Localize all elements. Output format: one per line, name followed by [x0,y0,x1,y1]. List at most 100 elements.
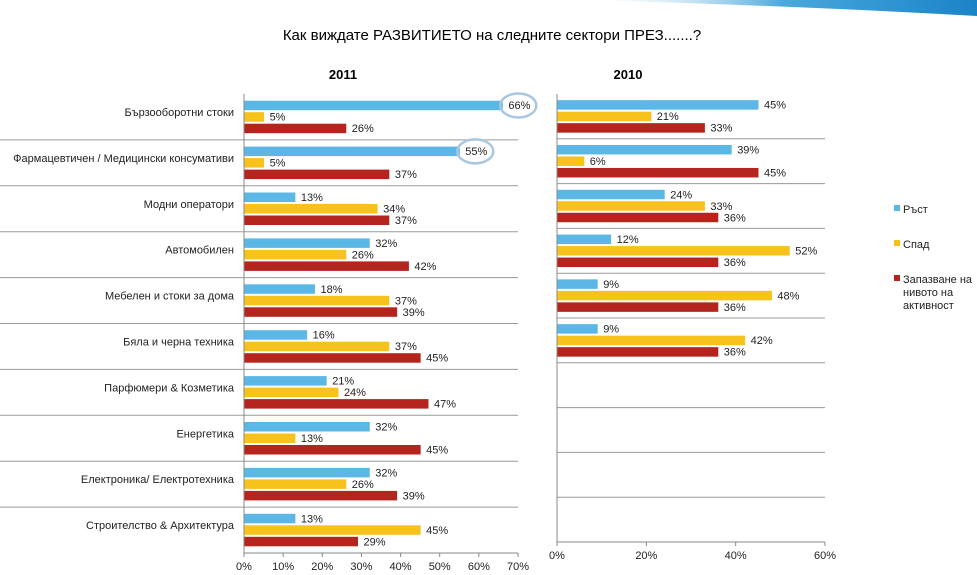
bar [557,302,719,312]
x-tick-label: 0% [549,550,565,562]
legend-label: активност [903,300,954,312]
bar [244,249,347,260]
x-tick-label: 10% [272,561,294,573]
panel-title: 2010 [614,67,643,82]
category-label: Парфюмери & Козметика [104,382,235,394]
legend-label: нивото на [903,287,954,299]
bar-value-label: 37% [395,169,417,181]
bar [244,490,398,501]
bar-value-label: 45% [426,353,448,365]
category-label: Бързооборотни стоки [125,107,234,119]
legend-label: Ръст [903,204,928,216]
highlight-circle [456,138,495,165]
bar [557,335,746,346]
bar [557,100,759,110]
bar-value-label: 45% [426,445,448,457]
bar-value-label: 55% [465,146,487,158]
bar [244,353,421,363]
bar-value-label: 6% [590,156,606,168]
bar [557,347,719,357]
bar-value-label: 5% [270,112,286,124]
bar [557,144,732,155]
panel-title: 2011 [329,67,357,82]
legend-swatch [894,205,900,211]
bar-value-label: 45% [426,525,448,537]
bar [557,212,719,223]
bar-value-label: 9% [603,279,619,291]
bar [244,192,296,202]
x-tick-label: 20% [311,561,333,573]
category-label: Енергетика [176,428,234,440]
bar-value-label: 39% [403,490,425,502]
chart-title: Как виждате РАЗВИТИЕТО на следните секто… [283,27,701,44]
bar [557,189,665,200]
bar [244,123,347,134]
legend-label: Запазване на [903,274,973,286]
panel-2011: 2011 0% 10% 20% 30% 40% 50% 60% 70% Бързооборотни… [0,67,538,573]
bar [557,156,585,166]
bar [557,234,612,245]
bar [244,433,296,443]
x-tick-label: 40% [725,550,747,562]
bar [557,324,598,334]
bar-value-label: 29% [364,536,386,548]
highlight-circle [499,92,538,119]
bar [244,100,503,111]
bar [557,167,759,178]
bar [244,330,308,340]
bar-value-label: 36% [724,302,746,314]
bar-value-label: 52% [795,246,817,258]
bar [244,146,460,157]
bar [244,261,409,271]
bar-value-label: 24% [344,387,366,399]
category-label: Автомобилен [165,245,234,257]
header-ribbon [590,0,977,16]
x-tick-label: 20% [635,550,657,562]
bar [244,169,390,180]
bar [244,387,339,398]
category-label: Мебелен и стоки за дома [105,291,235,303]
bar [557,290,772,301]
bar-value-label: 13% [301,192,323,204]
bar [244,341,390,352]
bar-value-label: 26% [352,479,374,491]
bar [244,284,315,294]
bar [244,513,296,524]
bar-value-label: 24% [670,189,692,201]
category-label: Електроника/ Електротехника [81,474,235,486]
bar [244,295,390,306]
bar-value-label: 32% [375,238,397,250]
bar-value-label: 39% [403,307,425,319]
bar-value-label: 5% [270,158,286,170]
bar-value-label: 9% [603,324,619,336]
bar [244,536,359,547]
x-tick-label: 60% [814,550,836,562]
bar-value-label: 13% [301,433,323,445]
bar-value-label: 42% [751,335,773,347]
bar-value-label: 47% [434,399,456,411]
bar [244,204,378,214]
bar-value-label: 18% [320,284,342,296]
bar-value-label: 33% [710,201,732,213]
bar-value-label: 21% [332,376,354,388]
x-tick-label: 60% [468,561,490,573]
bar [557,279,598,289]
bar [244,479,347,489]
bar-value-label: 66% [508,100,530,112]
category-label: Бяла и черна техника [123,336,235,348]
category-label: Фармацевтичен / Медицински консумативи [13,153,234,165]
legend-item: Спад [894,239,930,251]
bar-value-label: 26% [352,249,374,261]
bar [557,123,705,133]
bar [244,158,265,168]
bar-value-label: 36% [724,212,746,224]
bar [244,422,370,432]
bar-value-label: 37% [395,215,417,227]
bar-value-label: 13% [301,513,323,525]
bar-value-label: 36% [724,347,746,359]
bar [557,257,719,268]
legend-swatch [894,275,900,281]
